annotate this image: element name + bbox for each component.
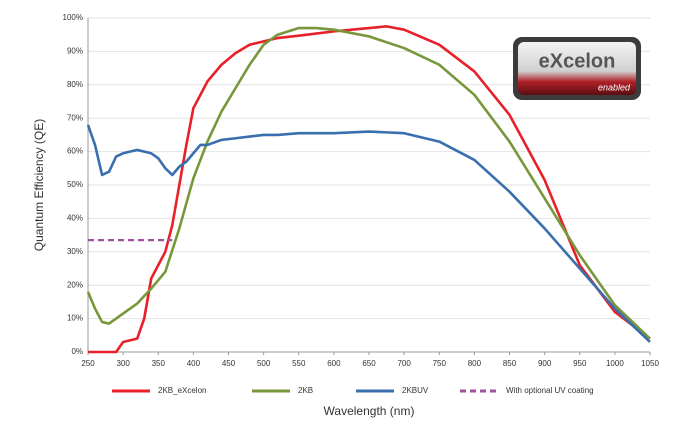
- x-tick-label: 650: [362, 359, 376, 368]
- x-tick-label: 300: [116, 359, 130, 368]
- x-tick-label: 950: [573, 359, 587, 368]
- series-line: [86, 124, 651, 343]
- x-tick-label: 550: [292, 359, 306, 368]
- legend-item: 2KB: [252, 386, 313, 395]
- x-tick-label: 750: [433, 359, 447, 368]
- legend-item: 2KBUV: [356, 386, 429, 395]
- y-tick-label: 20%: [67, 280, 83, 289]
- y-tick-label: 10%: [67, 314, 83, 323]
- legend-label: With optional UV coating: [506, 386, 594, 395]
- y-tick-label: 50%: [67, 180, 83, 189]
- y-tick-label: 0%: [71, 347, 83, 356]
- y-tick-label: 40%: [67, 214, 83, 223]
- x-tick-label: 450: [222, 359, 236, 368]
- legend-label: 2KBUV: [402, 386, 429, 395]
- logo-text: eXcelon: [539, 50, 616, 72]
- x-tick-label: 700: [397, 359, 411, 368]
- y-tick-label: 30%: [67, 247, 83, 256]
- x-axis-label: Wavelength (nm): [324, 404, 415, 418]
- legend-item: 2KB_eXcelon: [112, 386, 206, 395]
- logo: eXcelon enabled: [513, 37, 641, 100]
- legend-item: With optional UV coating: [460, 386, 594, 395]
- y-tick-label: 100%: [63, 13, 83, 22]
- x-tick-label: 600: [327, 359, 341, 368]
- x-tick-label: 400: [187, 359, 201, 368]
- x-tick-label: 500: [257, 359, 271, 368]
- x-tick-label: 350: [152, 359, 166, 368]
- logo-face: [518, 42, 636, 95]
- logo-subtext: enabled: [598, 82, 631, 92]
- y-tick-label: 80%: [67, 80, 83, 89]
- legend-label: 2KB_eXcelon: [158, 386, 206, 395]
- y-tick-label: 60%: [67, 147, 83, 156]
- x-tick-label: 800: [468, 359, 482, 368]
- y-tick-label: 70%: [67, 113, 83, 122]
- y-axis-label: Quantum Efficiency (QE): [32, 119, 46, 252]
- series-line: [88, 25, 651, 354]
- x-tick-label: 250: [81, 359, 95, 368]
- x-tick-label: 1050: [641, 359, 659, 368]
- x-tick-label: 900: [538, 359, 552, 368]
- series-line: [86, 26, 651, 340]
- y-tick-label: 90%: [67, 47, 83, 56]
- x-tick-label: 850: [503, 359, 517, 368]
- legend-label: 2KB: [298, 386, 313, 395]
- x-tick-label: 1000: [606, 359, 624, 368]
